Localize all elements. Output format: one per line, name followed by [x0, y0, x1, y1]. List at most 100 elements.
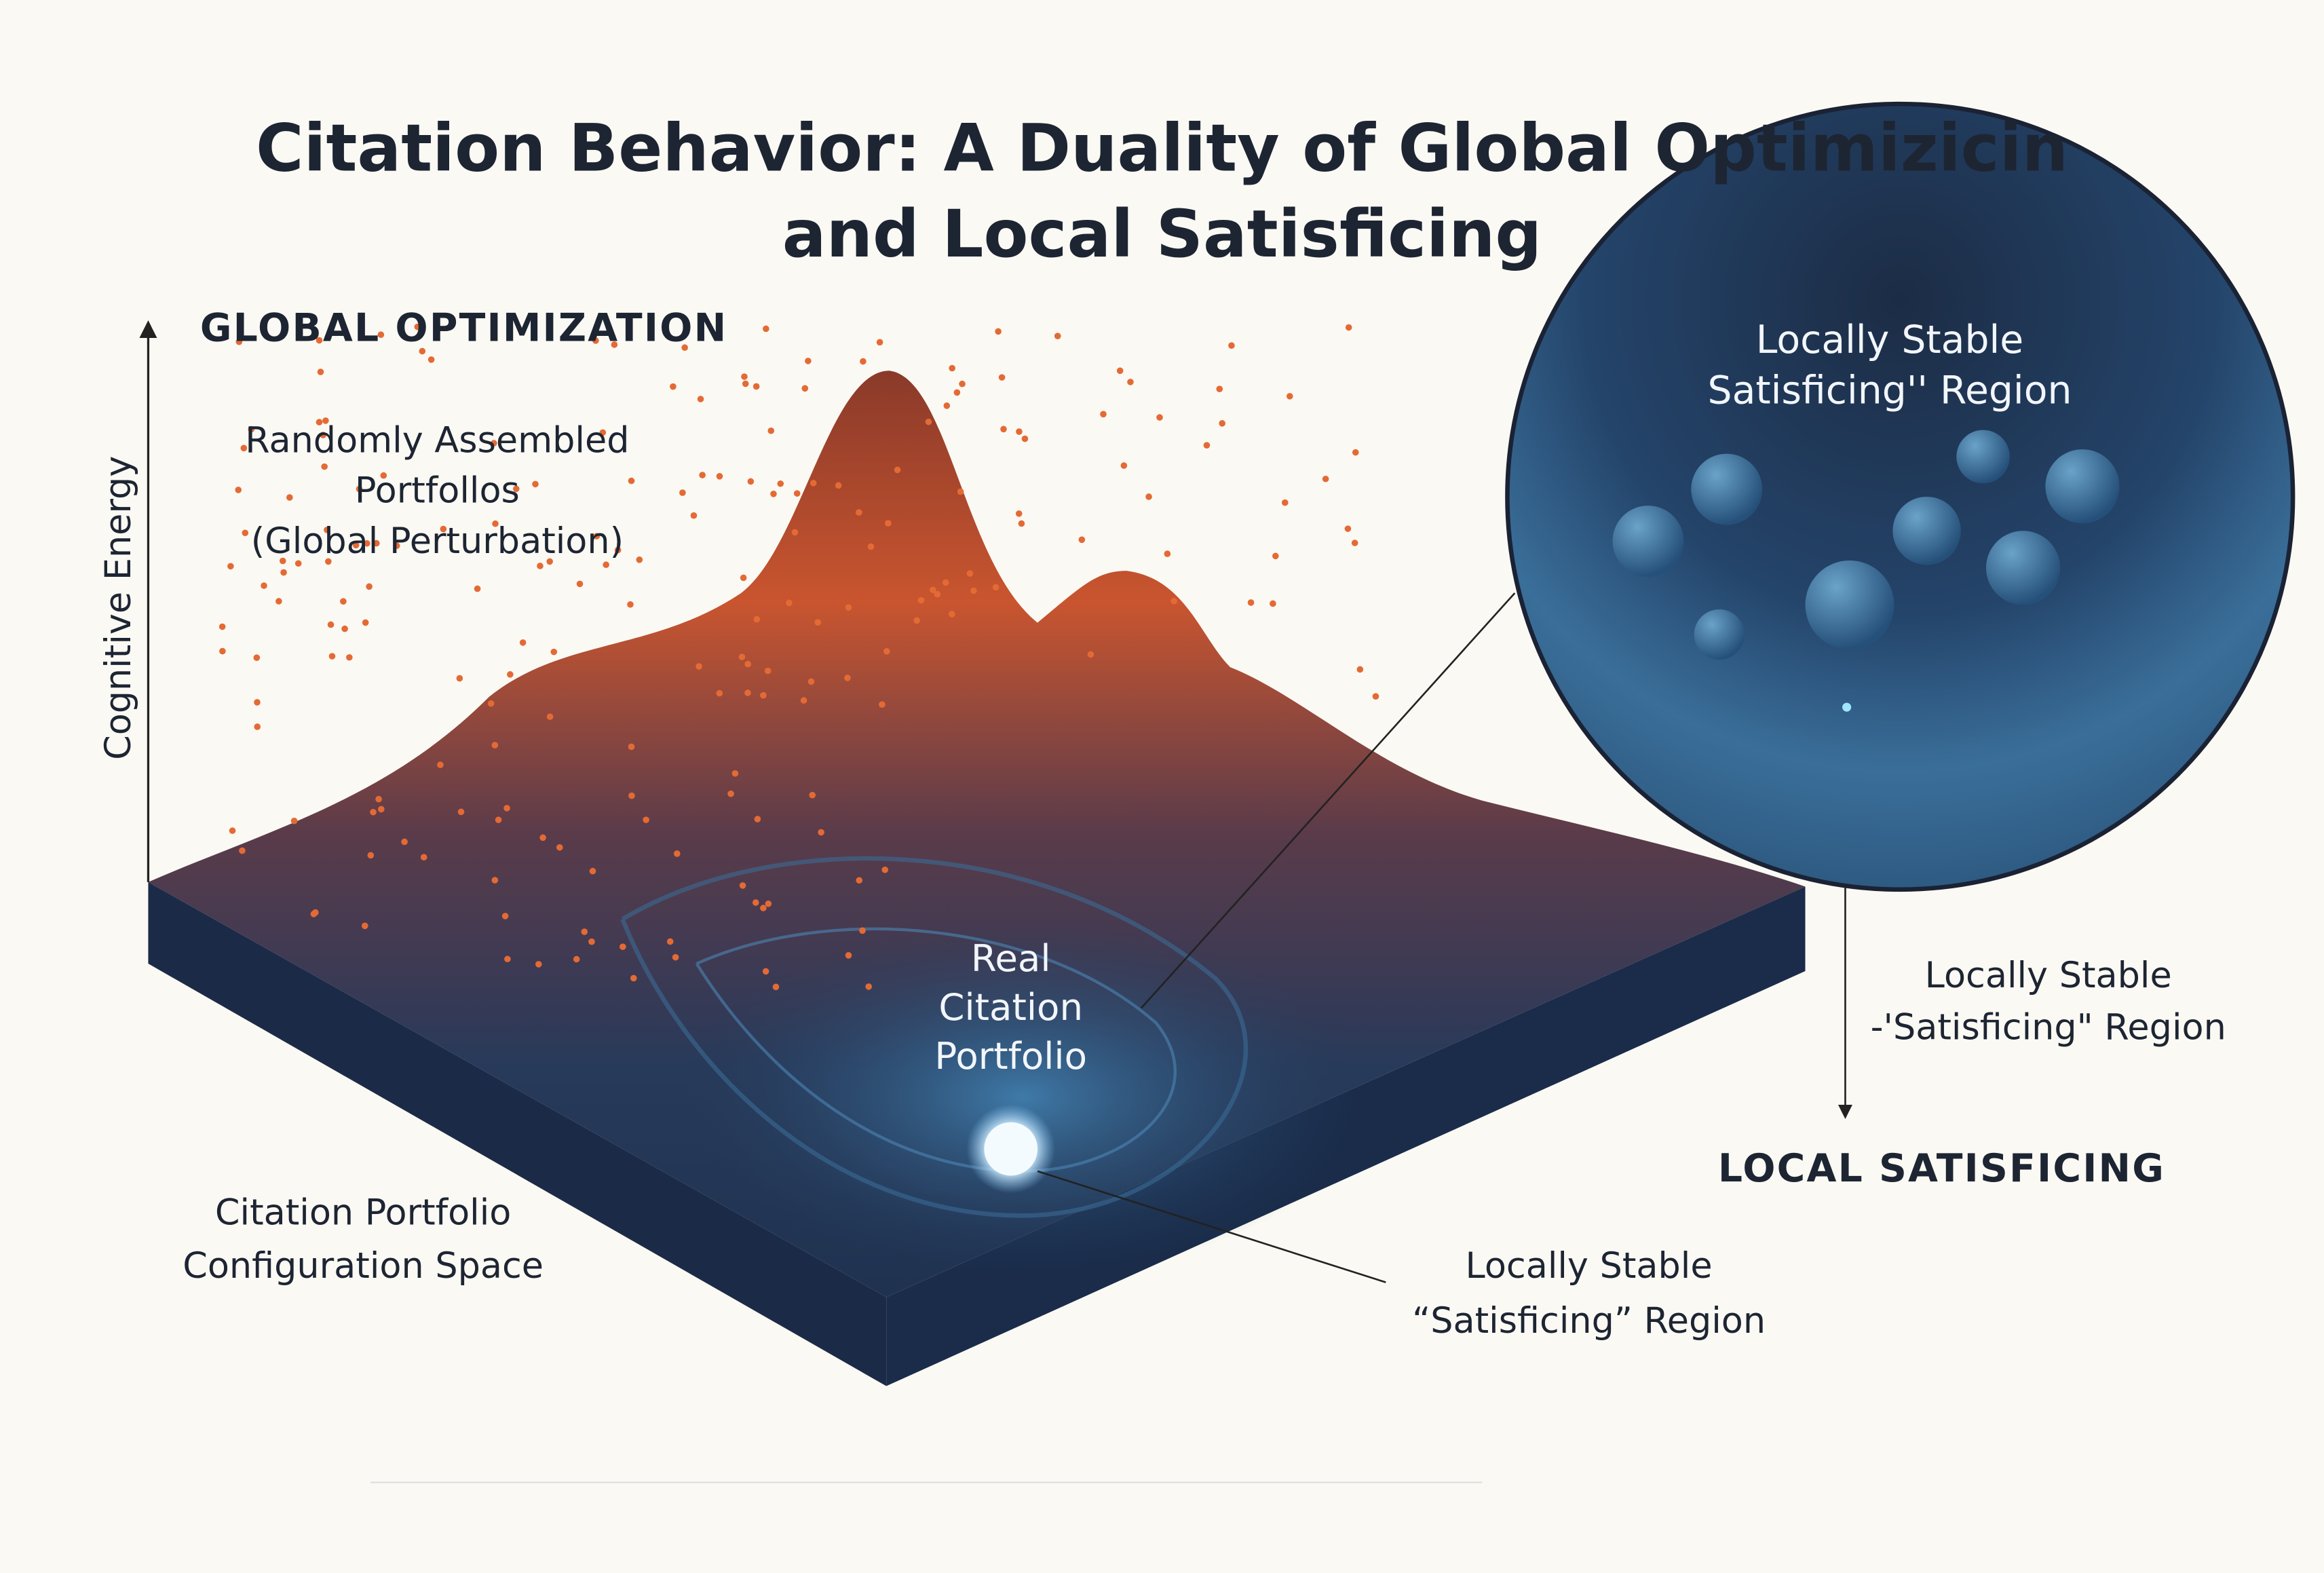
perturbation-dots [218, 323, 1379, 991]
dot [731, 770, 739, 777]
text-line: “Satisficing” Region [1412, 1300, 1766, 1342]
dot [1228, 342, 1235, 349]
dot [581, 928, 588, 935]
text-line: Citation Behavior: A Duality of Global O… [256, 110, 2068, 186]
text-line: Configuration Space [183, 1245, 544, 1287]
dot [341, 625, 348, 632]
dot [377, 331, 385, 339]
dot [763, 325, 769, 333]
dot [373, 539, 380, 547]
dot [317, 368, 324, 375]
dot [1216, 385, 1223, 392]
dot [744, 660, 752, 668]
dot [1170, 597, 1177, 605]
dot [1352, 449, 1359, 456]
inset-bubbles [1612, 430, 2120, 712]
dot [1016, 428, 1023, 435]
dot [943, 402, 951, 409]
contour [695, 927, 1177, 1173]
dot [752, 899, 759, 906]
dot [507, 671, 514, 678]
dot [1351, 539, 1358, 546]
dot [556, 844, 563, 851]
dot [1344, 525, 1352, 532]
dot [959, 380, 966, 387]
dot [697, 396, 704, 402]
dot [801, 385, 809, 392]
dot [254, 723, 261, 730]
dot [885, 520, 892, 527]
dot [865, 983, 873, 990]
dot [747, 478, 755, 485]
landscape-surface [148, 371, 1806, 1297]
dot [503, 805, 510, 812]
dot [320, 432, 326, 438]
dot [239, 847, 246, 854]
contour [620, 856, 1249, 1218]
title: Citation Behavior: A Duality of Global O… [256, 110, 2068, 272]
dot [883, 647, 890, 655]
dot [427, 356, 435, 363]
dot [576, 580, 584, 588]
dot [1120, 462, 1128, 469]
text-line: -'Satisficing" Region [1871, 1006, 2226, 1048]
dot [1054, 333, 1061, 339]
dot [1281, 499, 1289, 506]
dot [419, 347, 426, 355]
dot [856, 877, 863, 884]
dot [793, 490, 801, 497]
dot [535, 961, 542, 968]
dot [340, 598, 347, 605]
dot [401, 838, 408, 846]
dot [248, 425, 255, 433]
dot [1156, 414, 1163, 421]
dot [324, 527, 330, 533]
dot [925, 418, 932, 425]
dot [856, 509, 862, 516]
bubble [2045, 449, 2120, 524]
connector [1037, 1170, 1386, 1283]
axis-label: Cognitive Energy [98, 456, 139, 760]
dot [1203, 442, 1211, 449]
dot [589, 867, 596, 875]
dot [859, 927, 866, 934]
dot [620, 943, 626, 950]
text-line: Portfolio [934, 1034, 1087, 1078]
dot [380, 472, 387, 479]
dot [440, 525, 447, 533]
dot [754, 816, 761, 822]
dot [1345, 324, 1352, 331]
dot [491, 877, 499, 884]
dot [1164, 550, 1171, 557]
dot [592, 337, 599, 344]
dot [670, 383, 677, 390]
dot [573, 955, 580, 963]
dot [393, 542, 400, 550]
dot [327, 621, 335, 628]
dot [762, 968, 769, 975]
dot [772, 983, 780, 991]
dot [1100, 411, 1107, 418]
dot [777, 480, 784, 487]
dot [995, 328, 1002, 335]
dot [696, 663, 702, 670]
text-line: Satisficing'' Region [1708, 368, 2072, 413]
dot [322, 417, 329, 424]
text-line: Portfollos [355, 470, 520, 512]
dot [491, 742, 499, 748]
dot [760, 691, 767, 699]
dot [738, 653, 746, 660]
dot [227, 563, 234, 570]
dot [537, 563, 544, 569]
dot [1247, 599, 1255, 606]
dot [1272, 552, 1279, 560]
dot [593, 533, 601, 539]
global-heading: GLOBAL OPTIMIZATION [200, 306, 727, 351]
dot [805, 358, 812, 364]
bubble [1892, 496, 1961, 565]
text-line: Locally Stable [1756, 318, 2023, 362]
dot [495, 816, 502, 823]
dot [491, 440, 497, 447]
